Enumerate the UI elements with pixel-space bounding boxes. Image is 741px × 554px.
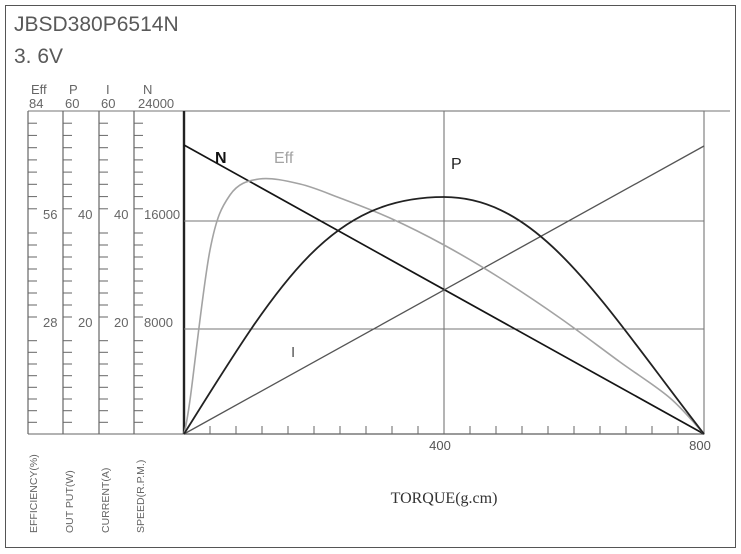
svg-text:Eff: Eff (274, 150, 294, 167)
svg-text:60: 60 (101, 96, 115, 111)
svg-text:P: P (69, 82, 78, 97)
svg-text:I: I (106, 82, 110, 97)
svg-text:Eff: Eff (31, 82, 47, 97)
svg-text:40: 40 (114, 207, 128, 222)
svg-text:24000: 24000 (138, 96, 174, 111)
svg-text:16000: 16000 (144, 207, 180, 222)
svg-text:20: 20 (78, 315, 92, 330)
svg-text:N: N (143, 82, 152, 97)
svg-text:28: 28 (43, 315, 57, 330)
svg-text:40: 40 (78, 207, 92, 222)
svg-text:TORQUE(g.cm): TORQUE(g.cm) (391, 490, 498, 507)
svg-text:84: 84 (29, 96, 43, 111)
svg-text:400: 400 (429, 438, 451, 453)
svg-text:60: 60 (65, 96, 79, 111)
svg-text:SPEED(R.P.M.): SPEED(R.P.M.) (135, 460, 147, 533)
svg-text:56: 56 (43, 207, 57, 222)
svg-text:8000: 8000 (144, 315, 173, 330)
svg-text:OUT PUT(W): OUT PUT(W) (64, 470, 76, 533)
svg-text:EFFICIENCY(%): EFFICIENCY(%) (28, 454, 40, 533)
svg-text:800: 800 (689, 438, 711, 453)
svg-text:CURRENT(A): CURRENT(A) (100, 468, 112, 533)
svg-text:N: N (215, 150, 227, 167)
svg-text:P: P (451, 156, 462, 173)
svg-text:20: 20 (114, 315, 128, 330)
svg-text:I: I (291, 344, 295, 361)
